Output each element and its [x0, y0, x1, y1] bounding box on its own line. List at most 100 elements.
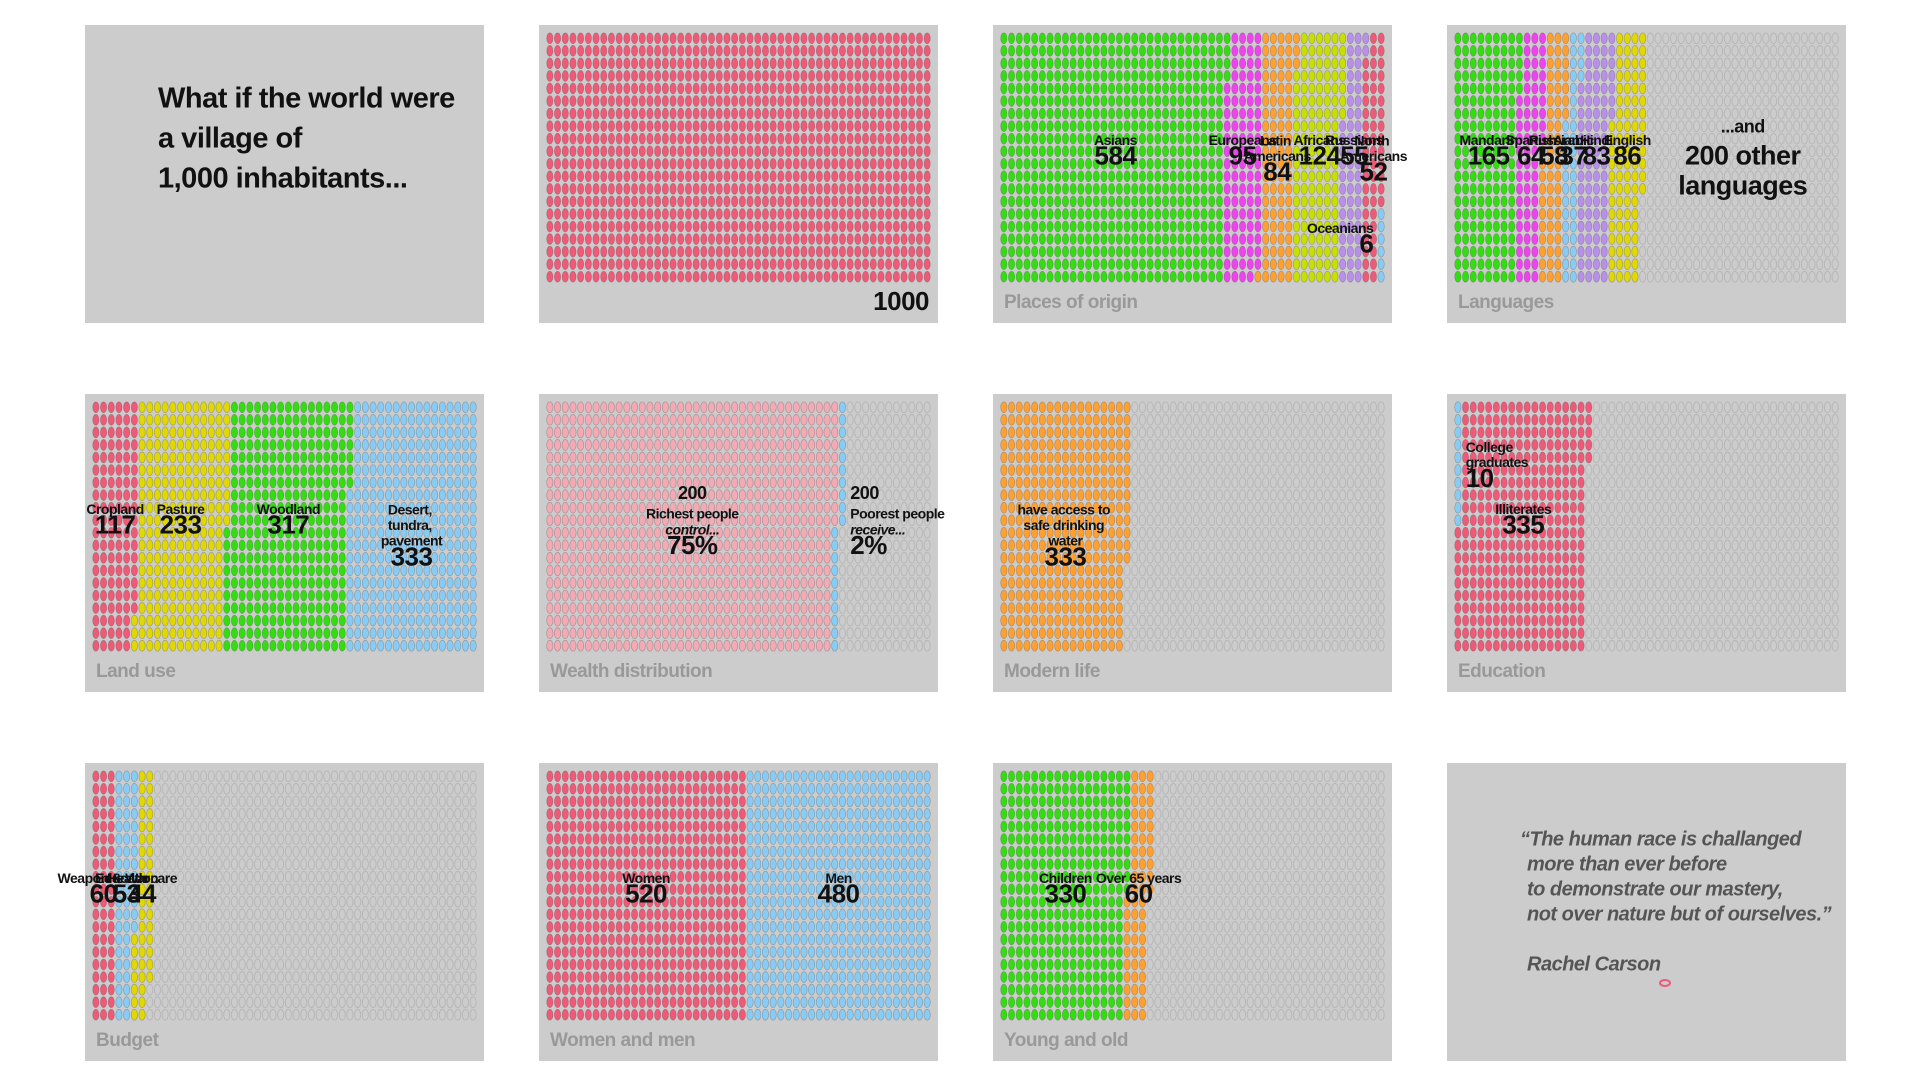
series-label: North Americans [1340, 132, 1408, 163]
dot-group [1362, 32, 1385, 283]
empty-grid [92, 770, 477, 1021]
series-label: Oceanians [1307, 220, 1374, 236]
panel-title: Women and men [550, 1030, 695, 1051]
intro-line: 1,000 inhabitants... [158, 163, 407, 195]
series-label: 200 [678, 483, 707, 503]
dot-group [1608, 32, 1647, 283]
series-label: 86 [1613, 140, 1641, 170]
series-label: Mandarin [1460, 132, 1518, 148]
series-label: 233 [160, 509, 202, 539]
series-label: 520 [625, 878, 667, 908]
dot-group [1454, 32, 1523, 283]
intro-panel [85, 25, 484, 323]
series-label: Richest people [646, 506, 739, 522]
dot-group [1000, 401, 1131, 652]
dot-group [746, 770, 931, 1021]
empty-grid [546, 770, 931, 1021]
series-label: 117 [95, 509, 135, 539]
series-label: 330 [1045, 878, 1087, 908]
dot-group [130, 770, 154, 1021]
series-label: 55 [1340, 140, 1368, 170]
panel-title: Young and old [1004, 1030, 1128, 1051]
series-label: Russians [1325, 132, 1384, 148]
series-label: Asians [1094, 132, 1138, 148]
quote-line: “The human race is challanged [1520, 828, 1802, 850]
dot-group [1254, 32, 1300, 283]
dot-group [546, 401, 839, 652]
quote-author: Rachel Carson [1527, 953, 1661, 975]
series-label: Education [95, 870, 158, 886]
series-label: Weapon & War [58, 870, 151, 886]
series-label: 333 [1045, 542, 1087, 572]
series-label: 317 [267, 509, 309, 539]
series-label: 333 [391, 542, 433, 572]
series-label: 584 [1095, 140, 1138, 170]
dot-group [546, 32, 931, 283]
series-label: 58 [1540, 140, 1568, 170]
panel-title: Languages [1458, 292, 1554, 313]
dot-group [1516, 32, 1546, 283]
series-label: 53 [113, 878, 141, 908]
panel-title: Education [1458, 661, 1545, 682]
dot-group [1454, 401, 1593, 652]
dot-group [1339, 32, 1370, 283]
series-label: Men [825, 870, 852, 886]
dot-group [1577, 32, 1616, 283]
dot-group [115, 770, 138, 1021]
series-label: have access to safe drinking water [1017, 501, 1113, 548]
series-label: 75% [667, 530, 718, 560]
series-label: 64 [1517, 140, 1546, 170]
dot-group [1223, 32, 1262, 283]
series-label: Children [1039, 870, 1092, 886]
series-label: Over 65 years [1096, 870, 1182, 886]
panel-title: Modern life [1004, 661, 1100, 682]
dot-group [92, 401, 138, 652]
series-label: Illiterates [1495, 501, 1552, 517]
series-label: 52 [1359, 157, 1387, 187]
dot-group [1377, 208, 1385, 283]
series-label: Pasture [157, 501, 206, 517]
series-label: 83 [1582, 140, 1610, 170]
series-label: receive... [850, 522, 905, 538]
quote-line: not over nature but of ourselves.” [1527, 903, 1832, 925]
dot-group [1293, 32, 1347, 283]
dot-group [223, 401, 354, 652]
empty-grid [546, 32, 931, 283]
dot-group [546, 770, 746, 1021]
panel-title: Land use [96, 661, 175, 682]
series-label: Desert, tundra, pavement [381, 501, 443, 548]
panel-title: Wealth distribution [550, 661, 712, 682]
dot-group [1454, 401, 1462, 526]
series-label: 37 [1559, 140, 1587, 170]
series-label: 200 [850, 483, 879, 503]
dot-group [1000, 32, 1231, 283]
panel-title: Places of origin [1004, 292, 1137, 313]
annotation: languages [1678, 171, 1807, 201]
series-label: College graduates [1466, 438, 1529, 469]
quote-line: more than ever before [1527, 853, 1727, 875]
series-label: 2% [850, 530, 887, 560]
decorative-dot [1659, 979, 1671, 987]
series-label: 44 [128, 878, 157, 908]
dot-group [130, 401, 231, 652]
quote-line: to demonstrate our mastery, [1527, 878, 1783, 900]
dot-group [92, 770, 115, 1021]
series-label: 480 [818, 878, 860, 908]
dot-group [1539, 32, 1570, 283]
series-label: Hindi [1580, 132, 1613, 148]
dot-group [1562, 32, 1585, 283]
panel-title: Budget [96, 1030, 160, 1051]
series-label: 335 [1502, 509, 1544, 539]
series-label: Latin Americans [1244, 132, 1312, 163]
series-label: Spanish [1506, 132, 1557, 148]
intro-line: a village of [158, 123, 303, 155]
series-label: Russian [1529, 132, 1580, 148]
series-label: Women [622, 870, 670, 886]
dot-group [1000, 770, 1131, 1021]
series-label: Health care [107, 870, 178, 886]
series-label: 1000 [873, 286, 929, 316]
intro-line: What if the world were [158, 83, 455, 115]
